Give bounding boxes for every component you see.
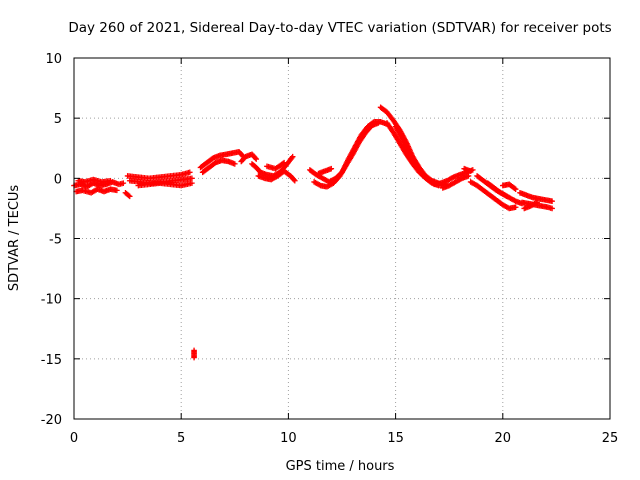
data-point [252, 155, 259, 161]
data-point [417, 167, 424, 173]
data-points [71, 104, 555, 361]
data-point [289, 153, 296, 160]
data-point [549, 198, 555, 204]
data-point [504, 193, 510, 200]
y-tick-label: -15 [41, 353, 62, 368]
data-point [512, 186, 519, 192]
data-point [465, 173, 472, 179]
data-point [120, 180, 127, 186]
y-tick-label: -20 [41, 413, 62, 428]
data-point [375, 120, 382, 126]
data-point [467, 168, 474, 174]
chart-title: Day 260 of 2021, Sidereal Day-to-day VTE… [68, 20, 611, 36]
x-tick-label: 15 [387, 431, 404, 446]
data-point [288, 155, 295, 161]
x-tick-label: 0 [70, 431, 78, 446]
grid-lines [74, 58, 610, 419]
data-point [253, 156, 260, 162]
data-point [328, 165, 335, 172]
data-point [281, 159, 287, 166]
data-point [418, 168, 425, 174]
y-tick-label: 10 [45, 52, 62, 67]
data-point [549, 205, 555, 212]
data-point [534, 199, 540, 206]
data-point [232, 161, 238, 167]
data-point [191, 354, 197, 361]
x-tick-labels: 0 5 10 15 20 25 [70, 431, 618, 446]
data-point [511, 185, 518, 192]
y-tick-label: -10 [41, 293, 62, 308]
y-tick-label: -5 [49, 233, 62, 248]
y-tick-labels: -20 -15 -10 -5 0 5 10 [41, 52, 62, 428]
data-point [189, 175, 195, 182]
x-axis-label: GPS time / hours [286, 459, 395, 474]
data-point [125, 192, 132, 199]
data-point [291, 176, 297, 183]
x-tick-label: 5 [177, 431, 185, 446]
data-point [107, 177, 114, 184]
data-point [186, 169, 193, 176]
y-axis-label: SDTVAR / TECUs [7, 185, 22, 292]
tick-marks [73, 57, 611, 420]
y-tick-label: 5 [54, 112, 62, 127]
x-tick-label: 10 [280, 431, 297, 446]
y-tick-label: 0 [54, 172, 62, 187]
x-tick-label: 25 [602, 431, 619, 446]
data-point [126, 193, 133, 200]
data-point [512, 204, 519, 211]
data-point [292, 177, 298, 184]
data-point [189, 180, 195, 186]
data-point [114, 187, 120, 194]
x-tick-label: 20 [495, 431, 512, 446]
